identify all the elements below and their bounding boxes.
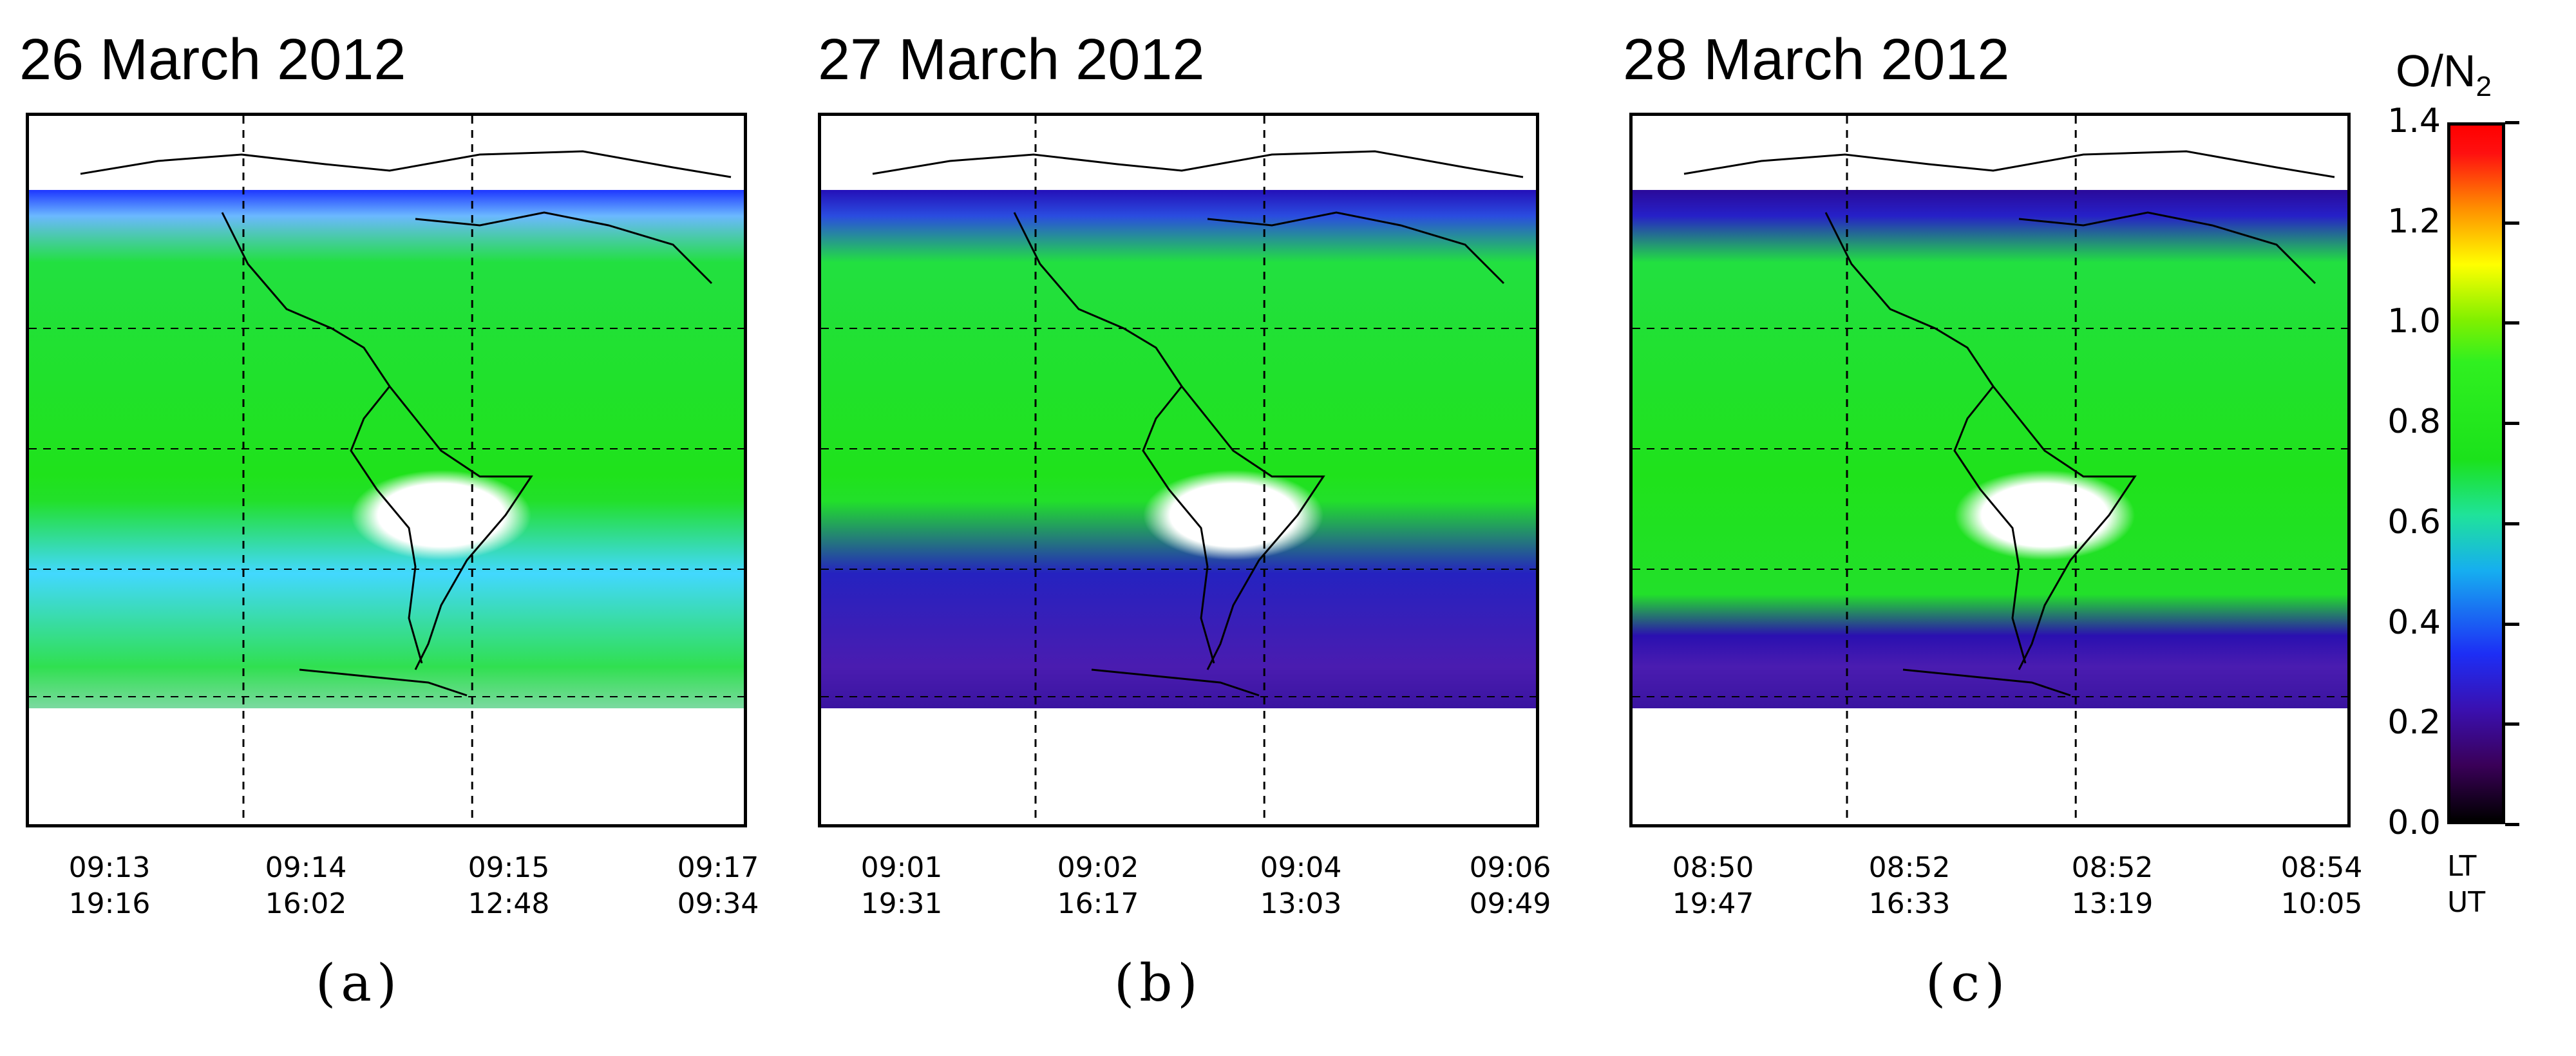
lt-value: 09:13 [68,851,151,884]
ut-value: 12:48 [468,887,550,920]
colorbar-tick-mark [2505,321,2519,325]
colorbar-tick-mark [2505,722,2519,726]
ut-row-label: UT [2447,886,2486,919]
colorbar-tick-label: 1.2 [2387,202,2441,241]
lt-value: 09:02 [1057,851,1139,884]
panel-3: 28 March 2012 08:50 19:47 08:52 16:33 08:52 13… [1616,0,2389,1056]
lt-value: 08:50 [1672,851,1754,884]
lt-value: 09:06 [1469,851,1551,884]
map-plot [818,113,1539,827]
colorbar-tick-label: 0.0 [2387,804,2441,842]
ut-value: 10:05 [2280,887,2363,920]
white-anomaly [1143,470,1323,560]
panel-label: (a) [316,953,402,1013]
colorbar-tick-label: 0.8 [2387,402,2441,442]
lt-value: 08:52 [1868,851,1951,884]
panel-label: (b) [1114,953,1203,1013]
x-tick-label: 09:14 16:02 [229,850,383,922]
lt-value: 08:52 [2071,851,2154,884]
panel-title: 26 March 2012 [19,28,406,92]
lt-value: 08:54 [2280,851,2363,884]
lt-value: 09:01 [860,851,943,884]
colorbar-tick-mark [2505,121,2519,124]
colorbar-tick-mark [2505,221,2519,225]
x-tick-label: 08:52 13:19 [2035,850,2190,922]
colorbar-tick-mark [2505,622,2519,626]
x-tick-label: 09:04 13:03 [1224,850,1378,922]
panel-label: (c) [1926,953,2011,1013]
x-tick-label: 09:02 16:17 [1021,850,1175,922]
colorbar-tick-label: 1.4 [2387,102,2441,140]
colorbar-tick-label: 0.4 [2387,603,2441,642]
map-svg [821,116,1536,824]
lt-row-label: LT [2447,850,2477,883]
map-plot [26,113,747,827]
panel-title: 27 March 2012 [818,28,1205,92]
panel-2: 27 March 2012 09:01 19:31 09:02 16:17 09:04 13… [805,0,1578,1056]
x-tick-label: 08:54 10:05 [2244,850,2399,922]
colorbar-title: O/N2 [2396,45,2492,103]
x-tick-label: 08:52 16:33 [1832,850,1987,922]
lt-value: 09:15 [468,851,550,884]
ut-value: 13:19 [2071,887,2154,920]
x-tick-label: 08:50 19:47 [1636,850,1790,922]
colorbar-title-text: O/N [2396,46,2476,96]
colorbar-tick-mark [2505,522,2519,525]
colorbar-tick-mark [2505,422,2519,426]
ut-value: 19:47 [1672,887,1754,920]
lt-value: 09:14 [265,851,347,884]
coastline [80,150,732,697]
lt-value: 09:17 [677,851,759,884]
lt-value: 09:04 [1260,851,1342,884]
map-svg [29,116,744,824]
colorbar [2447,122,2505,824]
panel-title: 28 March 2012 [1623,28,2010,92]
panel-1: 26 March 2012 09:13 19:16 09:14 16:02 09:15 12… [13,0,786,1056]
ut-value: 16:02 [265,887,347,920]
ut-value: 09:49 [1469,887,1551,920]
white-anomaly [351,470,531,560]
ut-value: 13:03 [1260,887,1342,920]
x-tick-label: 09:01 19:31 [824,850,979,922]
colorbar-tick-mark [2505,823,2519,826]
map-plot [1629,113,2351,827]
white-anomaly [1955,470,2135,560]
coastline [1683,150,2335,697]
ut-value: 19:16 [68,887,151,920]
x-tick-label: 09:13 19:16 [32,850,187,922]
ut-value: 19:31 [860,887,943,920]
x-tick-label: 09:17 09:34 [641,850,795,922]
ut-value: 09:34 [677,887,759,920]
coastline [872,150,1524,697]
map-svg [1633,116,2347,824]
ut-value: 16:33 [1868,887,1951,920]
x-tick-label: 09:15 12:48 [431,850,586,922]
colorbar-tick-label: 0.2 [2387,703,2441,742]
colorbar-title-subscript: 2 [2476,71,2492,102]
colorbar-tick-label: 1.0 [2387,302,2441,341]
ut-value: 16:17 [1057,887,1139,920]
x-tick-label: 09:06 09:49 [1433,850,1587,922]
colorbar-tick-label: 0.6 [2387,502,2441,542]
